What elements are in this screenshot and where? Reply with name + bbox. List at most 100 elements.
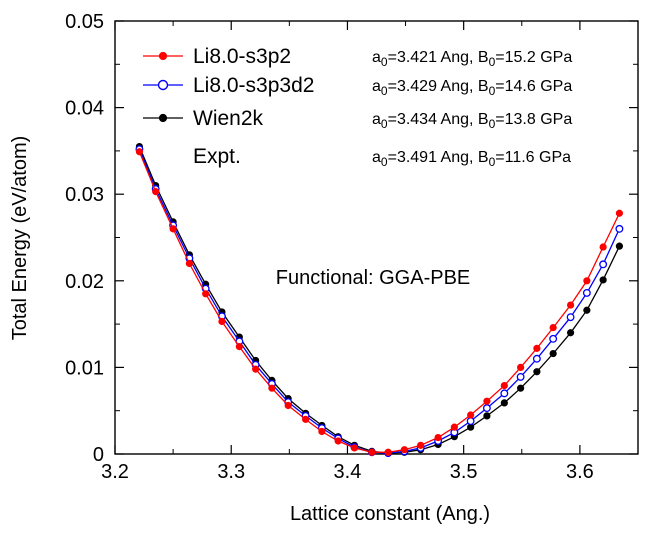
a0-value: =3.429 Ang, B	[388, 78, 489, 95]
series-line	[138, 146, 620, 454]
data-series	[135, 142, 624, 458]
b0-value: =15.2 GPa	[495, 49, 572, 66]
b0-subscript: 0	[489, 155, 496, 169]
legend-label: Li8.0-s3p2	[193, 45, 291, 68]
data-point	[368, 448, 376, 456]
legend: Li8.0-s3p2 a0=3.421 Ang, B0=15.2 GPaLi8.0…	[143, 45, 572, 169]
legend-parameters: a0=3.429 Ang, B0=14.6 GPa	[372, 78, 572, 98]
data-point	[185, 259, 193, 268]
data-point	[615, 242, 624, 250]
data-point	[135, 148, 144, 156]
x-tick-label: 3.3	[217, 461, 245, 483]
legend-row: Li8.0-s3p2 a0=3.421 Ang, B0=15.2 GPa	[143, 45, 572, 69]
legend-label: Li8.0-s3p3d2	[193, 74, 314, 97]
data-point	[516, 372, 525, 381]
data-point	[152, 188, 160, 196]
data-point	[566, 313, 575, 322]
a0-value: =3.491 Ang, B	[388, 149, 489, 166]
data-point	[268, 384, 276, 392]
data-point	[566, 301, 575, 309]
data-point	[252, 365, 260, 373]
legend-swatch-marker	[158, 51, 168, 61]
a0-subscript: 0	[381, 55, 388, 69]
b0-value: =13.8 GPa	[495, 111, 572, 128]
data-point	[467, 411, 475, 419]
b0-subscript: 0	[489, 84, 496, 98]
a0-symbol: a	[372, 78, 381, 95]
a0-subscript: 0	[381, 117, 388, 131]
data-point	[400, 446, 408, 454]
legend-parameters: a0=3.421 Ang, B0=15.2 GPa	[372, 49, 572, 69]
x-tick-label: 3.5	[450, 461, 478, 483]
x-tick-label: 3.2	[101, 461, 129, 483]
a0-value: =3.434 Ang, B	[388, 111, 489, 128]
data-point	[202, 290, 210, 298]
data-point	[417, 441, 425, 449]
a0-subscript: 0	[381, 84, 388, 98]
data-point	[482, 404, 491, 413]
data-point	[615, 209, 624, 217]
data-point	[500, 389, 509, 398]
legend-swatch-marker	[158, 113, 168, 123]
y-axis-label: Total Energy (eV/atom)	[9, 136, 31, 341]
y-tick-label: 0.03	[65, 184, 104, 206]
data-point	[566, 329, 575, 337]
x-tick-label: 3.6	[566, 461, 594, 483]
data-point	[169, 225, 177, 233]
data-point	[517, 363, 525, 371]
legend-label: Expt.	[193, 145, 241, 168]
data-point	[599, 243, 607, 251]
x-tick-labels: 3.2 3.3 3.4 3.5 3.6	[101, 461, 594, 483]
data-point	[599, 276, 607, 284]
data-point	[549, 349, 557, 358]
functional-annotation: Functional: GGA-PBE	[276, 267, 471, 289]
legend-parameters: a0=3.434 Ang, B0=13.8 GPa	[372, 111, 572, 131]
data-point	[302, 415, 310, 423]
series-line	[138, 151, 620, 453]
a0-subscript: 0	[381, 155, 388, 169]
legend-swatch-marker	[157, 79, 169, 91]
data-point	[384, 448, 392, 456]
data-point	[434, 433, 442, 442]
data-point	[334, 437, 342, 445]
b0-subscript: 0	[489, 117, 496, 131]
legend-label: Wien2k	[193, 107, 264, 130]
series-0	[135, 148, 624, 456]
data-point	[284, 401, 292, 410]
data-point	[549, 334, 558, 343]
data-point	[218, 317, 226, 326]
a0-symbol: a	[372, 149, 381, 166]
data-point	[500, 399, 508, 407]
x-tick-label: 3.4	[334, 461, 362, 483]
data-point	[532, 354, 541, 363]
y-tick-label: 0.02	[65, 271, 104, 293]
b0-value: =14.6 GPa	[495, 78, 572, 95]
data-point	[517, 384, 525, 392]
y-tick-label: 0	[93, 444, 104, 466]
y-tick-labels: 0 0.01 0.02 0.03 0.04 0.05	[65, 11, 104, 466]
b0-value: =11.6 GPa	[495, 149, 571, 166]
series-line	[138, 148, 620, 454]
data-point	[483, 412, 491, 420]
data-point	[533, 368, 541, 376]
data-point	[533, 344, 541, 352]
data-point	[350, 444, 359, 452]
axis-ticks	[114, 20, 638, 455]
b0-subscript: 0	[489, 55, 496, 69]
y-tick-label: 0.04	[65, 98, 104, 120]
x-axis-label: Lattice constant (Ang.)	[290, 503, 490, 525]
data-point	[500, 381, 508, 390]
data-point	[615, 224, 624, 233]
data-point	[450, 423, 458, 431]
a0-value: =3.421 Ang, B	[388, 49, 489, 66]
data-point	[466, 417, 475, 426]
data-point	[483, 397, 491, 405]
series-1	[135, 145, 624, 458]
data-point	[599, 260, 608, 269]
a0-symbol: a	[372, 49, 381, 66]
data-point	[582, 288, 591, 297]
data-point	[549, 323, 557, 332]
legend-row: Wien2k a0=3.434 Ang, B0=13.8 GPa	[143, 107, 572, 131]
y-tick-label: 0.05	[65, 11, 104, 33]
